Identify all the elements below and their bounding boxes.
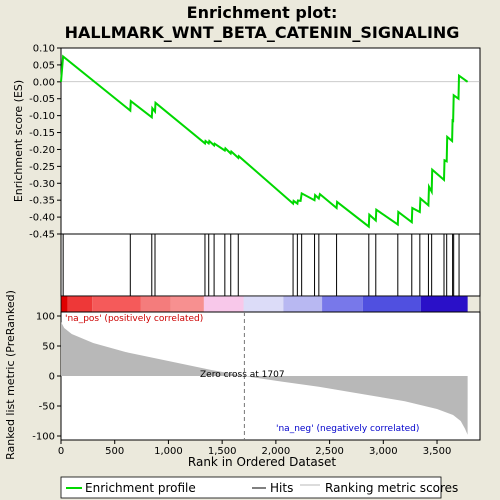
heat-segment — [243, 296, 284, 312]
heat-segment — [61, 296, 68, 312]
heat-segment — [140, 296, 171, 312]
es-ytick-label: -0.05 — [29, 94, 55, 105]
legend-box — [60, 476, 442, 499]
es-ytick-label: -0.10 — [29, 111, 55, 122]
heat-segment — [170, 296, 204, 312]
rank-ytick-label: 50 — [42, 342, 55, 353]
heat-segment — [283, 296, 323, 312]
heat-segment — [420, 296, 468, 312]
rank-ytick-label: 100 — [36, 312, 55, 323]
ranking-metric-area — [61, 322, 468, 435]
es-ytick-label: -0.25 — [29, 162, 55, 173]
rank-ytick-label: 0 — [49, 372, 55, 383]
chart-title-line2: HALLMARK_WNT_BETA_CATENIN_SIGNALING — [65, 23, 460, 42]
heat-segment — [322, 296, 363, 312]
rank-ytick-label: -100 — [32, 432, 55, 443]
hits-panel — [60, 233, 481, 297]
es-ytick-label: -0.20 — [29, 145, 55, 156]
x-tick-label: 1,500 — [208, 446, 237, 457]
x-tick-label: 3,500 — [423, 446, 452, 457]
heat-segment — [203, 296, 244, 312]
x-tick-label: 2,500 — [315, 446, 344, 457]
es-ytick-label: -0.30 — [29, 179, 55, 190]
x-tick-label: 2,000 — [262, 446, 291, 457]
es-ytick-label: -0.40 — [29, 213, 55, 224]
es-panel: 0.10 0.05 0.00 -0.05 -0.10 -0.15 -0.20 -0.25 -0.… — [12, 44, 481, 241]
negative-correlation-label: 'na_neg' (negatively correlated) — [276, 424, 419, 434]
x-axis-label: Rank in Ordered Dataset — [188, 455, 336, 469]
legend-label-profile: Enrichment profile — [85, 481, 196, 495]
es-ytick-label: -0.45 — [29, 230, 55, 241]
rank-ylabel: Ranked list metric (PreRanked) — [4, 290, 17, 460]
enrichment-profile-line — [60, 54, 469, 229]
zero-cross-label: Zero cross at 1707 — [200, 370, 285, 380]
legend-label-ranking: Ranking metric scores — [325, 481, 458, 495]
x-tick-label: 3,000 — [369, 446, 398, 457]
positive-correlation-label: 'na_pos' (positively correlated) — [65, 314, 203, 324]
rank-ytick-label: -50 — [39, 402, 55, 413]
chart-title-line1: Enrichment plot: — [187, 3, 338, 22]
legend-label-hits: Hits — [270, 481, 293, 495]
heat-segment — [67, 296, 93, 312]
es-plot-area — [60, 47, 481, 235]
es-ytick-label: 0.00 — [33, 77, 55, 88]
rank-heat-bar — [60, 295, 481, 313]
es-ylabel: Enrichment score (ES) — [12, 80, 25, 202]
es-ytick-label: 0.05 — [33, 60, 55, 71]
hits-area — [60, 233, 481, 297]
heat-segment — [362, 296, 421, 312]
x-tick-label: 500 — [105, 446, 124, 457]
es-ytick-label: 0.10 — [33, 44, 55, 55]
legend: Enrichment profile Hits Ranking metric s… — [60, 476, 458, 499]
heat-segment — [92, 296, 141, 312]
x-tick-label: 1,000 — [154, 446, 183, 457]
es-ytick-label: -0.15 — [29, 128, 55, 139]
x-tick-label: 0 — [58, 446, 64, 457]
es-ytick-label: -0.35 — [29, 196, 55, 207]
rank-panel: Zero cross at 1707 'na_pos' (positively … — [4, 290, 481, 469]
